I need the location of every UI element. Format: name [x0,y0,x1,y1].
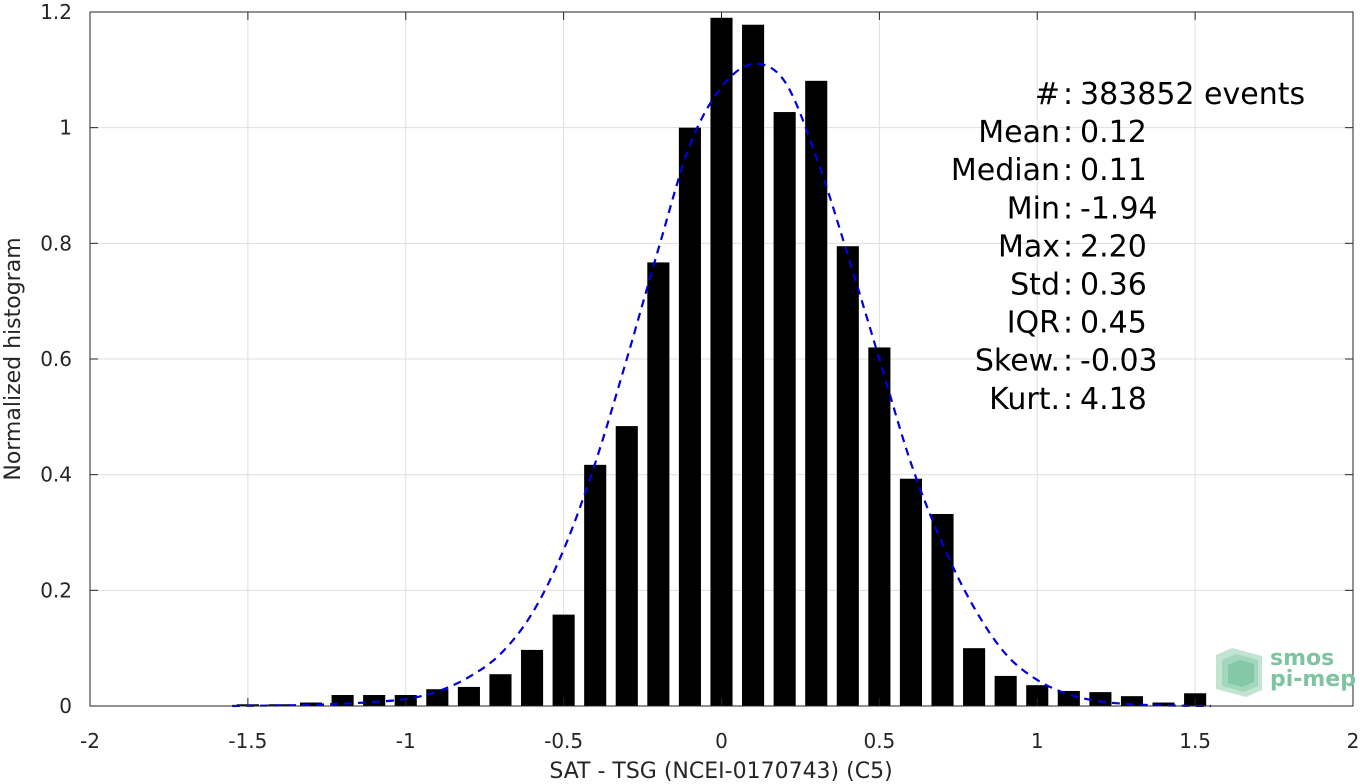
x-tick-label: -2 [80,729,100,753]
y-tick-label: 0 [59,694,72,718]
stat-value: 0.36 [1080,268,1147,303]
stat-separator: : [1063,306,1073,341]
histogram-bar [331,695,354,706]
y-tick-label: 1 [59,116,72,140]
histogram-bar [994,675,1017,706]
stat-label: Std [1010,268,1060,303]
stat-value: 383852 events [1080,77,1305,112]
stat-value: 0.45 [1080,306,1147,341]
histogram-bar [710,17,733,707]
histogram-bar [1057,690,1080,706]
stat-label: Median [951,153,1060,188]
ticks-layer: -2 -1.5 -1 -0.5 0 0.5 1 1.5 2 0 0.2 0.4 0.6 0.8 1 1.2 [40,0,1359,753]
histogram-bar [963,648,986,706]
smos-pimep-logo: smos pi-mep [1216,646,1356,697]
histogram-bar [1089,692,1112,706]
stat-value: 2.20 [1080,229,1147,264]
stat-separator: : [1063,191,1073,226]
histogram-bar [426,689,449,706]
fit-curve-line [232,62,1211,708]
x-tick-label: -0.5 [544,729,583,753]
histogram-bar [931,513,954,706]
stat-separator: : [1063,382,1073,417]
histogram-bar [584,464,607,706]
stat-label: # [1035,77,1060,112]
histogram-bar [489,674,512,706]
bars-layer [236,17,1207,707]
y-tick-label: 0.8 [40,231,72,255]
stat-label: Skew. [975,344,1060,379]
x-axis-title: SAT - TSG (NCEI-0170743) (C5) [549,759,892,784]
histogram-bar [1152,702,1175,706]
y-axis-title: Normalized histogram [1,237,26,480]
histogram-bar [457,686,480,706]
y-tick-label: 0.2 [40,578,72,602]
stat-value: -0.03 [1080,344,1158,379]
logo-mark-icon [1216,648,1262,697]
stat-separator: : [1063,229,1073,264]
logo-text-line2: pi-mep [1270,667,1356,692]
histogram-bar [868,347,891,706]
x-tick-label: 0.5 [863,729,895,753]
stat-value: 4.18 [1080,382,1147,417]
y-tick-label: 0.6 [40,347,72,371]
y-tick-label: 0.4 [40,463,72,487]
histogram-bar [647,262,670,706]
histogram-bar [742,24,765,707]
x-tick-label: 1.5 [1179,729,1211,753]
logo-text-line1: smos [1270,646,1334,671]
stats-panel: # :383852 eventsMean:0.12Median:0.11Min:… [951,77,1305,417]
histogram-bar [363,695,386,706]
histogram-bar [299,702,323,706]
histogram-bar [899,478,923,706]
x-tick-label: -1 [396,729,416,753]
histogram-bar [678,127,701,706]
stat-label: Min [1007,191,1060,226]
stat-label: IQR [1007,306,1060,341]
histogram-bar [805,80,828,707]
stat-label: Kurt. [989,382,1060,417]
histogram-bar [552,614,575,706]
histogram-bar [1120,696,1144,706]
stat-value: 0.11 [1080,153,1147,188]
histogram-bar [520,649,544,706]
histogram-bar [836,246,859,706]
x-tick-label: 1 [1031,729,1044,753]
stat-separator: : [1063,77,1073,112]
stat-value: -1.94 [1080,191,1158,226]
histogram-bar [773,112,796,707]
histogram-bar [1026,685,1049,706]
stat-separator: : [1063,115,1073,150]
y-tick-label: 1.2 [40,0,72,24]
stat-label: Mean [978,115,1060,150]
stat-separator: : [1063,153,1073,188]
stat-label: Max [998,229,1060,264]
stat-separator: : [1063,268,1073,303]
x-tick-label: 2 [1347,729,1360,753]
x-tick-label: 0 [715,729,728,753]
x-tick-label: -1.5 [228,729,267,753]
histogram-bar [615,426,638,706]
stat-value: 0.12 [1080,115,1147,150]
stat-separator: : [1063,344,1073,379]
